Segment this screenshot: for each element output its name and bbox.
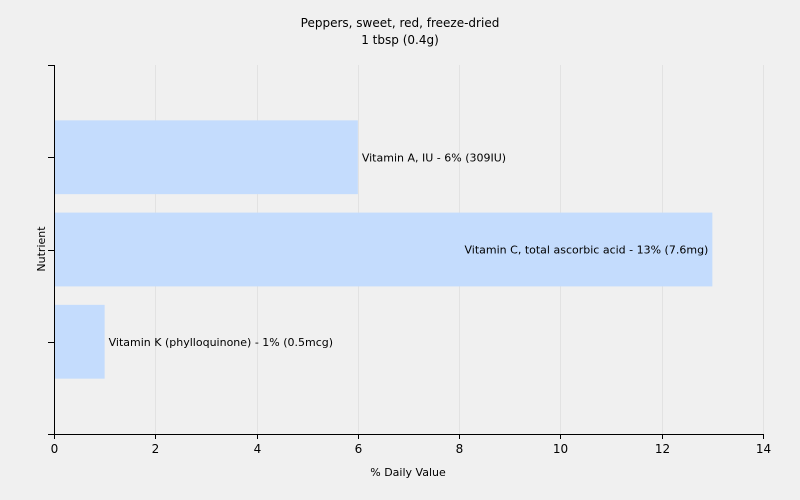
bar-label: Vitamin K (phylloquinone) - 1% (0.5mcg): [109, 336, 333, 349]
bar: [55, 120, 358, 195]
x-tick-label: 0: [51, 442, 59, 456]
x-tick-labels: 0 2 4 6 8 10 12 14: [51, 442, 771, 456]
y-axis-title: Nutrient: [35, 226, 48, 272]
bar-label: Vitamin C, total ascorbic acid - 13% (7.…: [465, 244, 709, 257]
x-tick-label: 8: [456, 442, 464, 456]
x-axis-title: % Daily Value: [370, 466, 446, 479]
axes: [48, 65, 764, 439]
bar: [55, 212, 713, 287]
x-tick-label: 12: [655, 442, 670, 456]
x-tick-label: 14: [756, 442, 771, 456]
bar: [55, 304, 105, 379]
bar-labels: Vitamin A, IU - 6% (309IU) Vitamin C, tot…: [109, 151, 709, 349]
chart-title: Peppers, sweet, red, freeze-dried: [301, 16, 500, 30]
bars: [55, 120, 713, 379]
x-tick-label: 10: [553, 442, 568, 456]
x-tick-label: 4: [254, 442, 262, 456]
bar-label: Vitamin A, IU - 6% (309IU): [362, 151, 506, 164]
chart-subtitle: 1 tbsp (0.4g): [361, 33, 439, 47]
x-tick-label: 6: [355, 442, 363, 456]
x-tick-label: 2: [152, 442, 160, 456]
